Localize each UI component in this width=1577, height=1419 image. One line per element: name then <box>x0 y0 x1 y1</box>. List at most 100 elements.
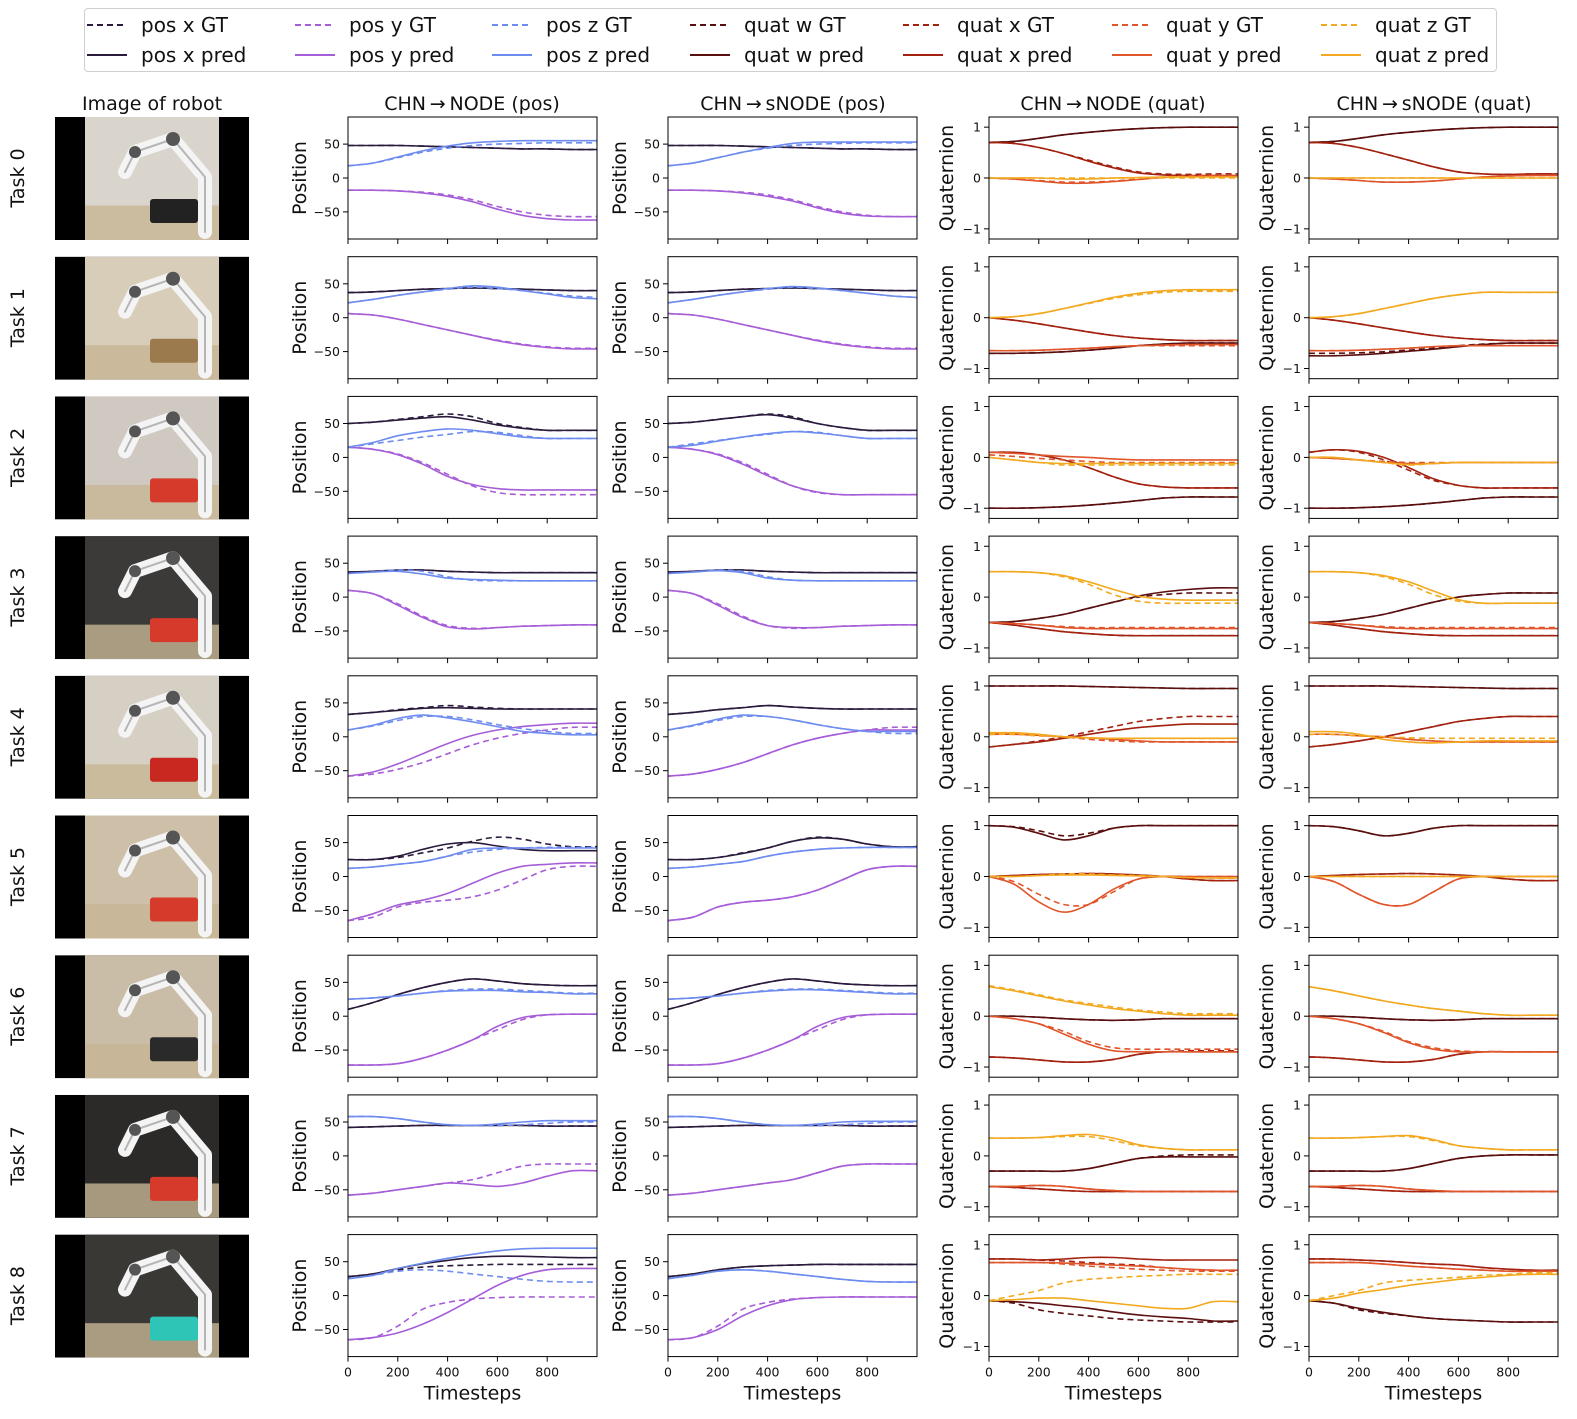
y-tick-label: 0 <box>652 450 660 465</box>
series-z-gt <box>1309 1271 1558 1302</box>
y-axis-label: Position <box>609 840 631 914</box>
panel-snode_quat: 1 0 −1 Quaternion <box>1256 815 1559 943</box>
y-tick-label: 0 <box>652 869 660 884</box>
series-y-pred <box>348 189 597 221</box>
task-label: Task 3 <box>7 568 29 628</box>
y-tick-label: 50 <box>324 835 340 850</box>
legend-swatch <box>690 54 730 56</box>
y-tick-label: 1 <box>1293 678 1301 693</box>
series-y-gt <box>989 875 1238 907</box>
series-x-pred <box>989 141 1238 177</box>
series-y-gt <box>348 1296 597 1341</box>
y-axis-label: Position <box>609 281 631 355</box>
plot-frame <box>988 815 1239 938</box>
x-axis-label: Timesteps <box>743 1383 842 1405</box>
robot-image <box>55 1094 249 1218</box>
y-tick-label: −1 <box>1283 640 1301 655</box>
series-z-pred <box>348 1247 597 1280</box>
series-y-pred <box>348 722 597 777</box>
column-title: CHN → NODE (pos) <box>384 93 560 115</box>
y-tick-label: 50 <box>644 556 660 571</box>
panel-node_quat: 1 0 −1 Quaternion <box>936 815 1239 943</box>
series-y-pred <box>348 1013 597 1066</box>
series-z-pred <box>989 176 1238 180</box>
series-lines <box>348 569 597 630</box>
legend-entry: pos z GT <box>490 11 632 39</box>
legend-entry: quat z GT <box>1319 11 1471 39</box>
x-tick-label: 800 <box>535 1365 559 1380</box>
panel-snode_quat: 1 0 −1 0 200 400 600 800 Quaternion Timesteps <box>1256 1234 1559 1405</box>
robot-image <box>55 536 249 660</box>
y-tick-label: 0 <box>973 1148 981 1163</box>
series-lines <box>1309 824 1558 907</box>
panel-node_quat: 1 0 −1 Quaternion <box>936 395 1239 524</box>
robot-image <box>55 117 249 240</box>
y-tick-label: 50 <box>644 137 660 152</box>
y-tick-label: 1 <box>1293 539 1301 554</box>
y-tick-label: 1 <box>1293 958 1301 973</box>
y-axis-label: Position <box>609 1259 631 1333</box>
y-tick-label: 0 <box>332 171 340 186</box>
y-tick-label: 50 <box>644 695 660 710</box>
series-lines <box>989 126 1238 185</box>
x-tick-label: 600 <box>1446 1365 1470 1380</box>
series-w-gt <box>1309 592 1558 624</box>
series-lines <box>1309 126 1558 184</box>
y-tick-label: −1 <box>963 361 981 376</box>
series-z-pred <box>989 874 1238 879</box>
series-lines <box>989 984 1238 1064</box>
y-tick-label: 0 <box>973 450 981 465</box>
series-y-pred <box>989 1184 1238 1193</box>
legend-swatch <box>1112 54 1152 56</box>
plot-frame <box>667 815 918 938</box>
series-y-gt <box>348 726 597 777</box>
y-tick-label: 0 <box>652 729 660 744</box>
series-y-gt <box>668 312 917 350</box>
series-lines <box>668 569 917 630</box>
y-tick-label: 1 <box>973 259 981 274</box>
panel-snode_quat: 1 0 −1 Quaternion <box>1256 256 1559 384</box>
y-tick-label: 50 <box>644 1254 660 1269</box>
y-tick-label: −50 <box>634 484 660 499</box>
series-w-gt <box>1309 342 1558 355</box>
plot-frame <box>988 395 1239 519</box>
series-x-pred <box>989 621 1238 637</box>
legend-label: pos y GT <box>349 13 436 37</box>
plot-frame <box>988 535 1239 659</box>
legend-swatch <box>1321 54 1361 56</box>
series-x-pred <box>1309 141 1558 176</box>
series-y-pred <box>348 446 597 491</box>
panel-node_pos: 50 0 −50 0 200 400 600 800 Position Timesteps <box>289 1234 598 1405</box>
robot-image <box>55 396 249 520</box>
series-w-pred <box>989 1156 1238 1173</box>
y-tick-label: 0 <box>332 1009 340 1024</box>
x-tick-label: 0 <box>664 1365 672 1380</box>
task-label: Task 1 <box>7 288 29 348</box>
y-tick-label: −50 <box>314 1322 340 1337</box>
y-axis-label: Position <box>609 1119 631 1193</box>
legend-swatch <box>903 54 943 56</box>
series-y-pred <box>668 446 917 496</box>
panel-snode_quat: 1 0 −1 Quaternion <box>1256 395 1559 524</box>
legend-entry: pos y GT <box>293 11 436 39</box>
series-z-pred <box>348 989 597 1001</box>
legend-label: quat y GT <box>1166 13 1264 37</box>
y-tick-label: 0 <box>973 869 981 884</box>
series-x-pred <box>989 872 1238 882</box>
series-lines <box>668 413 917 496</box>
y-axis-label: Position <box>289 560 311 634</box>
robot-image <box>55 1234 249 1358</box>
y-tick-label: −1 <box>963 221 981 236</box>
y-tick-label: −50 <box>314 1043 340 1058</box>
panel-node_quat: 1 0 −1 Quaternion <box>936 1094 1239 1222</box>
series-y-pred <box>989 875 1238 913</box>
series-lines <box>1309 1258 1558 1323</box>
series-z-pred <box>989 456 1238 465</box>
legend-swatch <box>1321 24 1361 26</box>
x-tick-label: 0 <box>344 1365 352 1380</box>
legend-label: quat z GT <box>1375 13 1471 37</box>
y-tick-label: 50 <box>324 695 340 710</box>
y-tick-label: −1 <box>963 780 981 795</box>
